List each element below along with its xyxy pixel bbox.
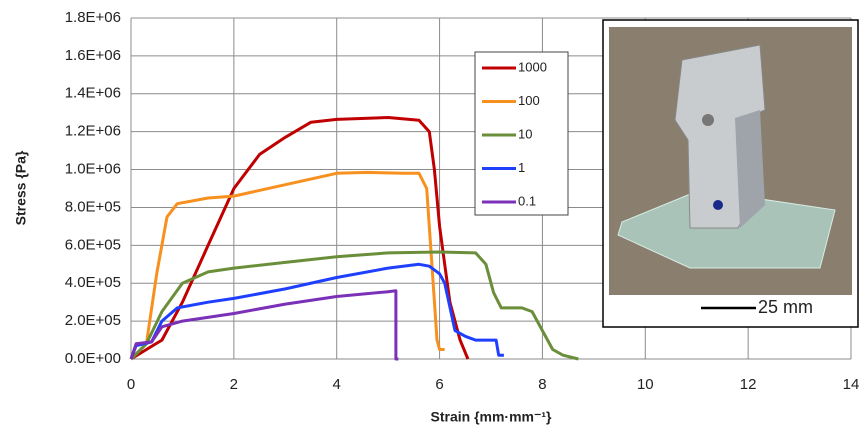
legend-label: 10: [518, 126, 532, 141]
series-line: [129, 289, 399, 361]
y-tick-label: 2.0E+05: [65, 312, 121, 329]
y-tick-label: 1.0E+06: [65, 161, 121, 178]
x-tick-label: 8: [538, 376, 546, 393]
y-tick-label: 8.0E+05: [65, 198, 121, 215]
y-tick-label: 6.0E+05: [65, 236, 121, 253]
y-tick-label: 1.6E+06: [65, 47, 121, 64]
legend-label: 1000: [518, 59, 547, 74]
y-tick-label: 1.4E+06: [65, 85, 121, 102]
hole: [702, 114, 714, 126]
series-line: [129, 170, 445, 361]
x-tick-label: 6: [435, 376, 443, 393]
series-line: [130, 116, 470, 361]
y-tick-label: 0.0E+00: [65, 350, 121, 367]
legend-label: 0.1: [518, 193, 536, 208]
inset-photo: 25 mm: [602, 19, 859, 328]
y-axis-title: Stress {Pa}: [13, 150, 29, 225]
y-tick-label: 4.0E+05: [65, 274, 121, 291]
series-line: [129, 262, 504, 360]
series-line: [129, 250, 579, 361]
x-tick-label: 4: [333, 376, 341, 393]
x-tick-label: 14: [843, 376, 860, 393]
legend-label: 100: [518, 93, 540, 108]
block-side: [735, 110, 765, 228]
mark: [713, 200, 723, 210]
legend-label: 1: [518, 160, 525, 175]
x-tick-label: 10: [637, 376, 654, 393]
x-tick-label: 0: [127, 376, 135, 393]
scale-label: 25 mm: [758, 297, 813, 317]
y-tick-label: 1.2E+06: [65, 123, 121, 140]
x-tick-label: 2: [230, 376, 238, 393]
y-tick-label: 1.8E+06: [65, 9, 121, 26]
x-axis-title: Strain {mm·mm⁻¹}: [431, 409, 553, 425]
x-tick-label: 12: [740, 376, 757, 393]
